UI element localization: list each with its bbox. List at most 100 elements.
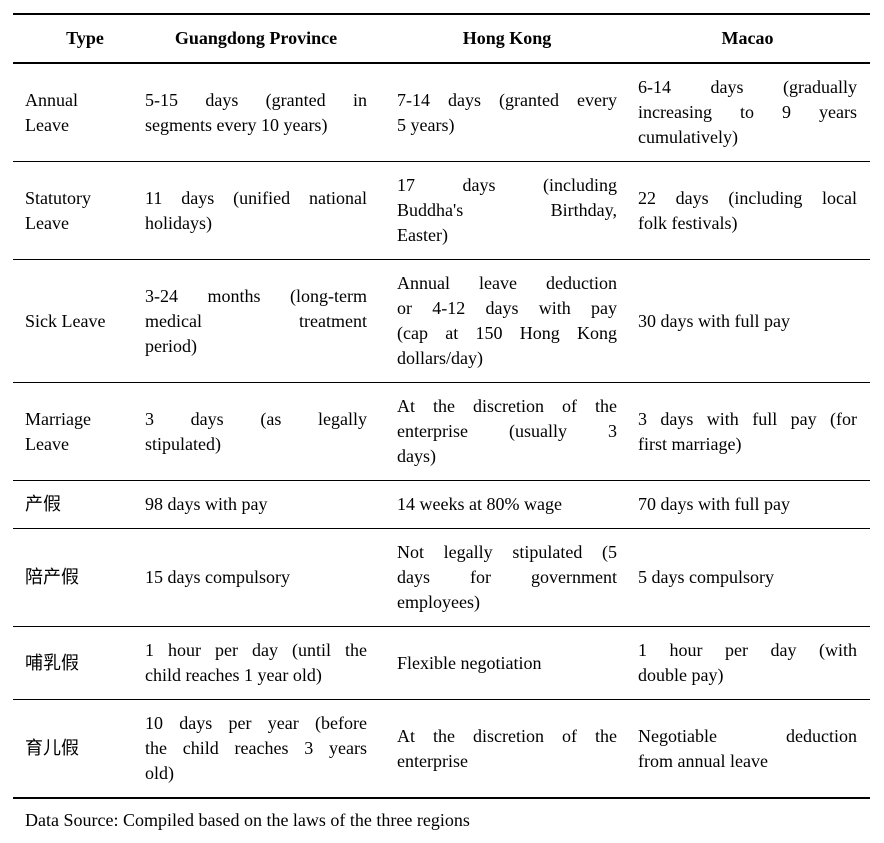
cell-line: 7-14 days (granted every [397, 89, 617, 110]
cell-macao: 5 days compulsory [638, 529, 870, 627]
cell-line: double pay) [638, 665, 724, 685]
leave-comparison-table: Type Guangdong Province Hong Kong Macao … [13, 13, 870, 799]
col-header-macao: Macao [721, 28, 774, 48]
cell-guangdong: 3-24 months (long-term medical treatment p… [145, 260, 397, 383]
cell-line: 1 hour per day (until the [145, 640, 367, 660]
cell-hong-kong: Annual leave deduction or 4-12 days with … [397, 260, 638, 383]
cell-guangdong: 3 days (as legally stipulated) [145, 383, 397, 481]
cell-line: Annual leave deduction [397, 273, 617, 293]
row-label: Marriage Leave [13, 383, 145, 481]
cell-line: from annual leave [638, 750, 768, 771]
cell-line: days for government [397, 567, 617, 587]
table-row: Annual Leave 5-15 days (granted in segments… [13, 63, 870, 162]
cell-line: At the discretion of the [397, 396, 617, 416]
cell-hong-kong: Flexible negotiation [397, 627, 638, 700]
cell-line: 11 days (unified national [145, 187, 367, 208]
cell-guangdong: 11 days (unified national holidays) [145, 162, 397, 260]
cell-macao: 6-14 days (gradually increasing to 9 year… [638, 63, 870, 162]
row-label: 育儿假 [13, 700, 145, 799]
cell-line: 5-15 days (granted in [145, 89, 367, 110]
cell-guangdong: 15 days compulsory [145, 529, 397, 627]
leave-comparison-page: Type Guangdong Province Hong Kong Macao … [13, 13, 870, 833]
cell-line: first marriage) [638, 433, 742, 454]
cell-hong-kong: 14 weeks at 80% wage [397, 481, 638, 529]
cell-macao: 70 days with full pay [638, 481, 870, 529]
cell-line: 30 days with full pay [638, 310, 790, 331]
cell-line: (cap at 150 Hong Kong [397, 323, 617, 343]
row-label: Statutory Leave [13, 162, 145, 260]
cell-macao: 22 days (including local folk festivals) [638, 162, 870, 260]
cell-line: enterprise [397, 750, 468, 771]
cell-guangdong: 1 hour per day (until the child reaches 1… [145, 627, 397, 700]
cell-line: Marriage [25, 408, 91, 429]
cell-line: 17 days (including [397, 175, 617, 195]
table-row: Statutory Leave 11 days (unified national h… [13, 161, 870, 260]
cell-guangdong: 10 days per year (before the child reache… [145, 700, 397, 799]
cell-line: 1 hour per day (with [638, 640, 857, 660]
cell-hong-kong: 7-14 days (granted every 5 years) [397, 63, 638, 162]
cell-line: 3 days with full pay (for [638, 408, 857, 429]
table-body: Annual Leave 5-15 days (granted in segments… [13, 63, 870, 798]
cell-line: days) [397, 446, 436, 466]
row-label: 产假 [13, 481, 145, 529]
cell-line: folk festivals) [638, 212, 738, 233]
cell-line: enterprise (usually 3 [397, 421, 617, 441]
cell-hong-kong: Not legally stipulated (5 days for govern… [397, 529, 638, 627]
cell-line: 14 weeks at 80% wage [397, 494, 562, 514]
cell-hong-kong: At the discretion of the enterprise (usua… [397, 383, 638, 481]
table-row: 陪产假 15 days compulsory Not legally stipula… [13, 528, 870, 627]
cell-line: 6-14 days (gradually [638, 77, 857, 97]
cell-line: Buddha's Birthday, [397, 200, 617, 220]
cell-line: dollars/day) [397, 348, 483, 368]
header-row: Type Guangdong Province Hong Kong Macao [13, 14, 870, 63]
cell-line: Flexible negotiation [397, 652, 542, 673]
cell-line: 10 days per year (before [145, 713, 367, 733]
cell-line: old) [145, 763, 174, 783]
cell-guangdong: 5-15 days (granted in segments every 10 y… [145, 63, 397, 162]
table-row: Sick Leave 3-24 months (long-term medical … [13, 259, 870, 383]
cell-line: cumulatively) [638, 127, 738, 147]
cell-line: period) [145, 335, 197, 356]
cell-line: 3-24 months (long-term [145, 285, 367, 306]
data-source-note: Data Source: Compiled based on the laws … [25, 810, 470, 830]
cell-line: Leave [25, 212, 69, 233]
cell-line: 98 days with pay [145, 494, 268, 514]
cell-line: Not legally stipulated (5 [397, 542, 617, 562]
cell-line: or 4-12 days with pay [397, 298, 617, 318]
cell-line: Annual [25, 89, 78, 110]
cell-line: Easter) [397, 225, 448, 245]
cell-line: 5 days compulsory [638, 567, 774, 587]
cell-macao: 30 days with full pay [638, 260, 870, 383]
row-label: 哺乳假 [13, 627, 145, 700]
row-label: Sick Leave [13, 260, 145, 383]
cell-line: 15 days compulsory [145, 567, 290, 587]
col-header-guangdong-province: Guangdong Province [174, 28, 338, 48]
cell-line: employees) [397, 592, 480, 612]
cell-guangdong: 98 days with pay [145, 481, 397, 529]
cell-line: 5 years) [397, 114, 455, 135]
cell-line: 22 days (including local [638, 187, 857, 208]
cell-line: 3 days (as legally [145, 408, 367, 429]
cell-line: 70 days with full pay [638, 494, 790, 514]
cell-line: holidays) [145, 212, 212, 233]
cell-macao: 3 days with full pay (for first marriage) [638, 383, 870, 481]
cell-line: Statutory [25, 187, 91, 208]
col-header-hong-kong: Hong Kong [462, 28, 552, 48]
col-header-type: Type [66, 28, 104, 48]
cell-line: 育儿假 [25, 738, 79, 758]
cell-line: At the discretion of the [397, 725, 617, 746]
cell-line: Leave [25, 114, 69, 135]
row-label: Annual Leave [13, 63, 145, 162]
cell-line: increasing to 9 years [638, 102, 857, 122]
table-row: 产假 98 days with pay 14 weeks at 80% wage 70… [13, 480, 870, 529]
cell-hong-kong: 17 days (including Buddha's Birthday, East… [397, 162, 638, 260]
table-row: 哺乳假 1 hour per day (until the child reache… [13, 626, 870, 700]
cell-line: Sick Leave [25, 310, 106, 331]
table-header: Type Guangdong Province Hong Kong Macao [13, 14, 870, 63]
cell-line: stipulated) [145, 433, 221, 454]
cell-line: 产假 [25, 494, 61, 514]
cell-line: Negotiable deduction [638, 725, 857, 746]
cell-line: medical treatment [145, 310, 367, 331]
cell-line: segments every 10 years) [145, 114, 328, 135]
cell-hong-kong: At the discretion of the enterprise [397, 700, 638, 799]
